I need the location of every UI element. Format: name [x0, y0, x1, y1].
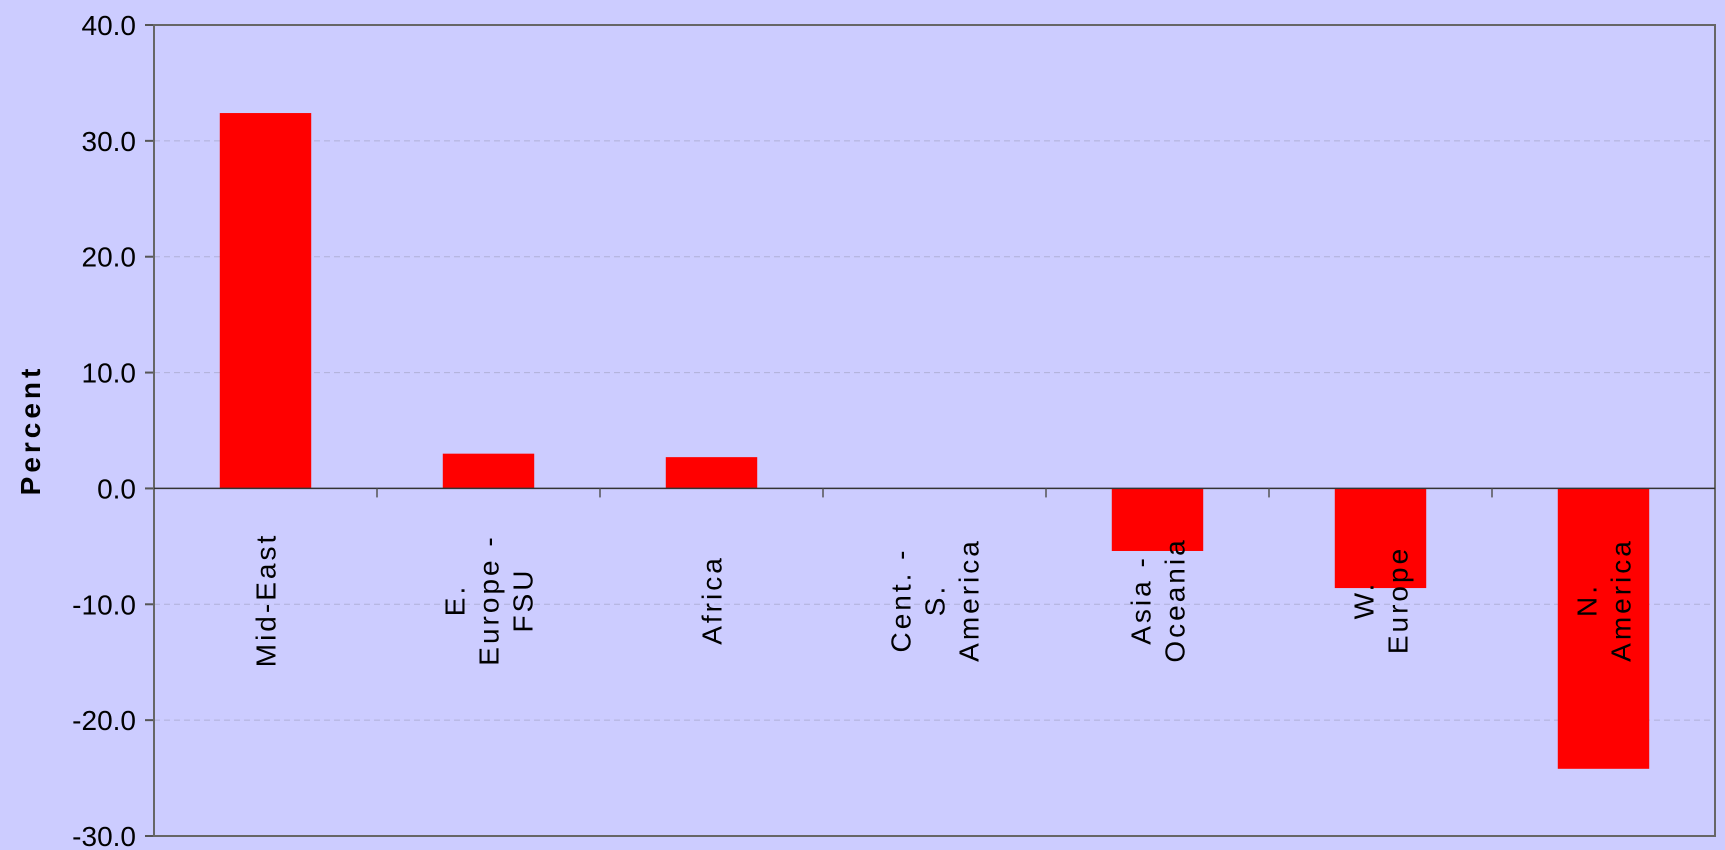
bar — [1111, 488, 1204, 551]
y-axis-label: Percent — [15, 365, 46, 496]
category-label-line: Cent. - — [886, 547, 917, 652]
category-label-line: N. — [1572, 583, 1603, 617]
category-label: Africa — [697, 555, 728, 645]
y-tick-labels: 40.0 30.0 20.0 10.0 0.0 -10.0 -20.0 -30.0 — [72, 10, 136, 850]
bar — [1334, 488, 1427, 589]
category-label-line: S. — [920, 584, 951, 616]
y-tick-label: -20.0 — [72, 705, 136, 736]
category-labels: Mid-East E. Europe - FSU Africa Cent. - S. Amer… — [251, 533, 1637, 667]
y-tick-label: 10.0 — [82, 358, 137, 389]
category-label-line: Africa — [697, 555, 728, 645]
y-tick-label: -30.0 — [72, 821, 136, 850]
category-label-line: Europe — [1383, 546, 1414, 654]
category-label-line: Europe - — [474, 534, 505, 665]
y-tick-label: 20.0 — [82, 242, 137, 273]
category-label: E. Europe - FSU — [440, 534, 539, 665]
category-label-line: America — [954, 538, 985, 662]
y-tick-label: -10.0 — [72, 589, 136, 620]
category-label-line: Mid-East — [251, 533, 282, 667]
bar — [665, 457, 758, 489]
category-label-line: W. — [1349, 581, 1380, 620]
bar — [1557, 488, 1650, 769]
gridlines — [154, 140, 1715, 721]
category-label: Mid-East — [251, 533, 282, 667]
category-label: Cent. - S. America — [886, 538, 985, 662]
category-label-line: FSU — [508, 568, 539, 633]
category-label-line: E. — [440, 584, 471, 616]
category-label: N. America — [1572, 538, 1637, 662]
y-tick-label: 40.0 — [82, 10, 137, 41]
category-label-line: Oceania — [1160, 537, 1191, 662]
category-label: W. Europe — [1349, 546, 1414, 654]
category-label-line: America — [1606, 538, 1637, 662]
bar — [442, 453, 535, 489]
category-label-line: Asia - — [1126, 555, 1157, 645]
plot-frame — [153, 24, 1716, 837]
y-tick-label: 30.0 — [82, 126, 137, 157]
axes — [145, 24, 1716, 837]
bar — [219, 113, 312, 489]
y-tick-label: 0.0 — [97, 473, 136, 504]
bars — [219, 113, 1650, 769]
category-label: Asia - Oceania — [1126, 537, 1191, 662]
